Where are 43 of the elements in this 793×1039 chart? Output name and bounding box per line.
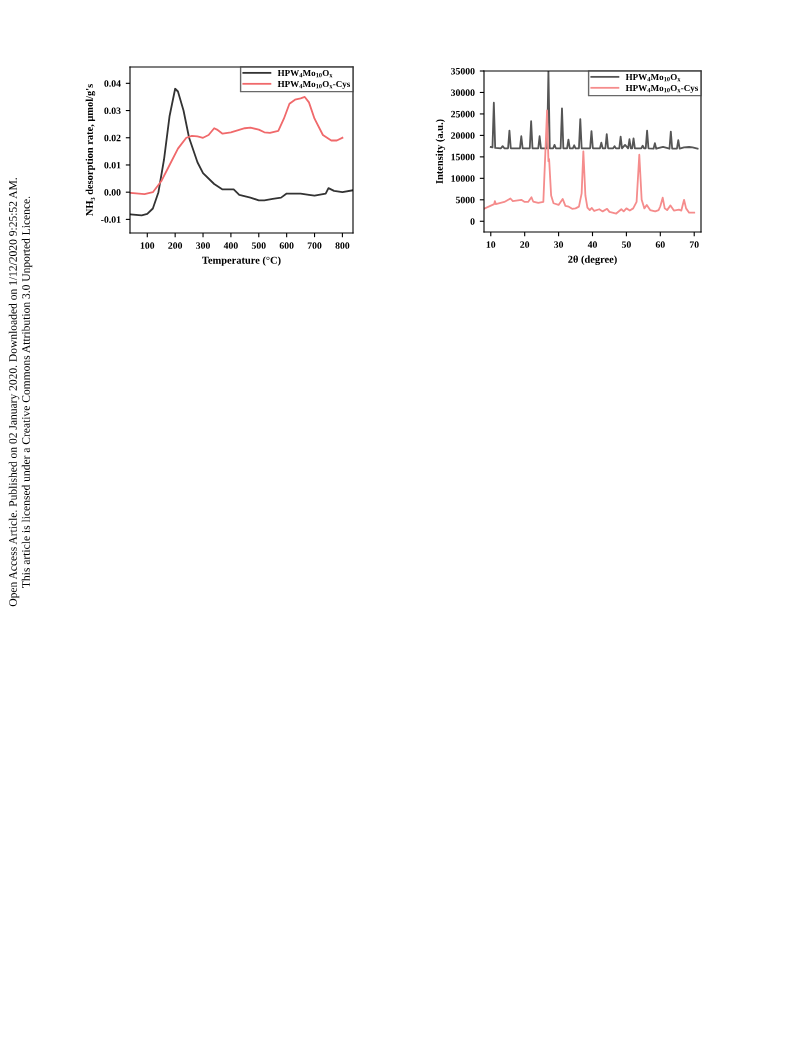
x-axis-title: 2θ (degree) bbox=[568, 255, 617, 265]
x-tick-label: 40 bbox=[587, 241, 597, 248]
x-tick-label: 700 bbox=[307, 242, 322, 249]
x-tick-label: 10 bbox=[486, 241, 496, 248]
text: This article is licensed under a Creative Commons Attribution 3.0 Unported Licence. bbox=[21, 196, 33, 588]
line-series bbox=[484, 109, 696, 215]
x-tick-label: 100 bbox=[140, 242, 155, 249]
y-tick-label: 0.03 bbox=[104, 107, 121, 115]
x-tick-label: 300 bbox=[196, 242, 210, 249]
x-tick-label: 70 bbox=[689, 241, 699, 248]
line-series bbox=[489, 71, 699, 150]
y-tick-label: -0.01 bbox=[101, 216, 121, 223]
x-tick-label: 500 bbox=[251, 242, 266, 249]
legend-label: HPW$_{4}$Mo$_{10}$O$_{x}$ bbox=[625, 73, 681, 82]
legend-label: HPW$_{4}$Mo$_{10}$O$_{x}$-Cys bbox=[625, 84, 699, 93]
x-tick-label: 60 bbox=[655, 241, 665, 248]
y-tick-label: 0 bbox=[470, 218, 475, 225]
x-tick-label: 200 bbox=[168, 242, 183, 249]
x-tick-label: 600 bbox=[279, 242, 294, 249]
legend-label: HPW$_{4}$Mo$_{10}$O$_{x}$-Cys bbox=[277, 80, 351, 89]
text: Open Access Article. Published on 02 January 2020. Downloaded on 1/12/2020 9:25:52 AM. bbox=[8, 178, 20, 607]
line-series bbox=[130, 87, 353, 217]
y-tick-label: 25000 bbox=[451, 110, 475, 118]
x-tick-label: 50 bbox=[621, 241, 631, 248]
y-tick-label: 5000 bbox=[455, 196, 475, 204]
x-tick-label: 20 bbox=[520, 241, 530, 248]
y-tick-label: 10000 bbox=[451, 175, 475, 182]
x-tick-label: 800 bbox=[335, 242, 350, 249]
y-axis-title: NH₃ desorption rate, μmol/g's bbox=[85, 84, 96, 216]
y-axis-title: Intensity (a.u.) bbox=[435, 119, 446, 184]
x-axis-title: Temperature (°C) bbox=[202, 256, 281, 266]
y-tick-label: 0.02 bbox=[104, 134, 121, 142]
y-tick-label: 0.01 bbox=[104, 161, 121, 169]
y-tick-label: 0.00 bbox=[104, 189, 121, 196]
y-tick-label: 30000 bbox=[451, 89, 475, 96]
y-tick-label: 0.04 bbox=[104, 80, 121, 87]
y-tick-label: 20000 bbox=[451, 132, 475, 139]
x-tick-label: 30 bbox=[554, 241, 564, 248]
y-tick-label: 15000 bbox=[451, 153, 475, 161]
line-series bbox=[130, 96, 344, 195]
x-tick-label: 400 bbox=[223, 242, 238, 249]
legend-label: HPW$_{4}$Mo$_{10}$O$_{x}$ bbox=[277, 69, 333, 78]
y-tick-label: 35000 bbox=[451, 67, 475, 75]
